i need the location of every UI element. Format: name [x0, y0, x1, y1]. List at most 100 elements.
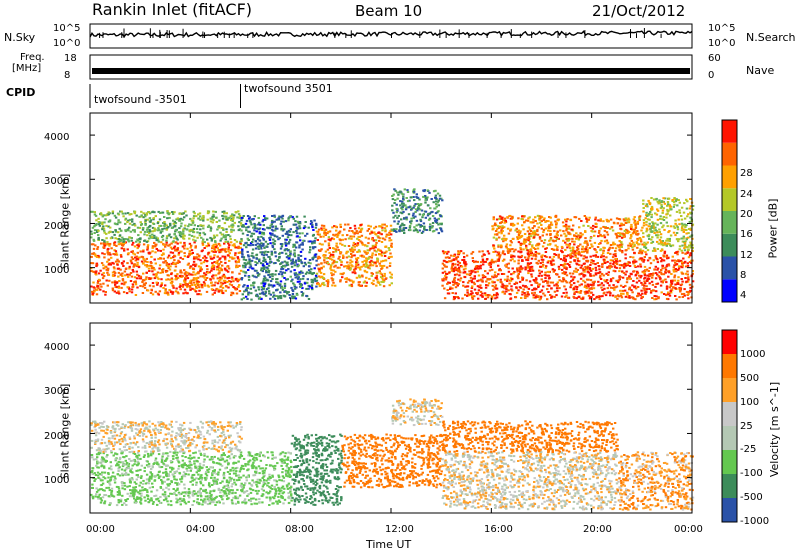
power-cell	[612, 221, 616, 224]
power-cell	[149, 292, 153, 294]
power-cell	[523, 238, 526, 241]
power-cell	[665, 255, 668, 258]
power-cell	[528, 216, 531, 219]
power-cell	[493, 224, 496, 227]
power-cell	[452, 283, 455, 286]
power-cell	[612, 269, 615, 272]
power-cell	[505, 286, 508, 289]
power-cell	[102, 246, 106, 249]
power-cell	[289, 270, 293, 273]
power-cell	[195, 228, 199, 230]
power-cell	[115, 291, 119, 294]
power-cell	[202, 224, 205, 227]
power-cell	[633, 259, 636, 262]
power-cell	[97, 234, 100, 237]
power-cell	[534, 220, 537, 222]
power-cell	[661, 267, 664, 270]
power-cell	[121, 262, 124, 265]
power-cell	[138, 256, 141, 259]
power-cell	[143, 286, 147, 289]
power-cell	[224, 268, 227, 271]
power-cell	[484, 270, 487, 273]
power-cell	[144, 219, 147, 222]
power-cell	[189, 288, 192, 291]
power-cell	[304, 257, 307, 260]
power-cell	[178, 234, 182, 237]
power-cell	[212, 210, 215, 213]
power-cell	[190, 244, 193, 247]
power-cell	[269, 297, 272, 300]
power-cell	[230, 284, 234, 287]
power-cell	[147, 237, 151, 240]
power-cell	[510, 222, 513, 225]
power-cell	[470, 287, 474, 289]
power-cell	[452, 267, 455, 270]
power-cell	[371, 244, 375, 247]
power-cell	[355, 257, 358, 260]
power-cell	[291, 295, 294, 298]
power-cell	[660, 291, 663, 294]
power-cell	[378, 253, 381, 255]
power-cell	[590, 245, 594, 248]
power-cell	[114, 281, 117, 284]
power-cell	[294, 273, 297, 276]
power-cell	[92, 292, 95, 294]
power-cell	[517, 277, 520, 280]
power-cell	[630, 226, 633, 228]
power-cell	[222, 292, 225, 295]
power-cell	[582, 273, 585, 276]
power-cell	[573, 293, 576, 295]
power-cell	[443, 277, 446, 280]
power-cell	[620, 228, 623, 231]
power-cell	[554, 220, 557, 223]
power-cell	[575, 270, 578, 273]
power-cell	[205, 265, 209, 267]
power-cell	[437, 204, 440, 207]
power-cell	[431, 210, 434, 213]
power-cell	[646, 241, 649, 244]
power-cell	[516, 230, 519, 233]
power-cell	[120, 255, 123, 258]
power-cell	[312, 246, 315, 249]
power-cell	[449, 260, 453, 263]
power-cell	[249, 287, 252, 290]
power-cell	[569, 253, 572, 256]
power-cell	[174, 229, 177, 232]
power-cell	[528, 228, 532, 231]
power-cell	[199, 218, 202, 221]
power-cell	[102, 290, 105, 293]
power-cell	[218, 266, 221, 269]
power-cell	[521, 276, 524, 279]
power-cell	[148, 228, 151, 231]
power-cell	[329, 253, 333, 256]
power-cell	[505, 280, 509, 282]
power-cell	[507, 289, 510, 292]
power-cell	[101, 239, 104, 241]
power-cell	[517, 273, 520, 275]
power-cell	[560, 295, 564, 298]
power-cell	[347, 264, 350, 267]
power-cell	[311, 288, 314, 291]
power-cell	[643, 272, 646, 275]
power-cell	[245, 226, 248, 229]
power-cell	[269, 261, 272, 263]
power-cell	[589, 255, 592, 258]
power-cell	[237, 258, 241, 261]
power-cell	[545, 233, 549, 236]
power-cell	[574, 285, 577, 288]
power-cell	[565, 281, 568, 284]
power-cell	[630, 228, 633, 230]
power-cell	[167, 234, 171, 237]
power-cell	[583, 290, 587, 293]
power-cell	[661, 264, 664, 267]
power-cell	[174, 265, 178, 268]
power-cell	[253, 229, 256, 232]
power-cell	[474, 267, 477, 270]
power-cell	[505, 290, 508, 293]
power-cell	[390, 282, 393, 285]
power-cell	[365, 281, 368, 284]
power-cell	[221, 217, 225, 220]
power-cell	[581, 272, 584, 275]
power-cell	[534, 255, 538, 258]
power-cell	[171, 291, 175, 294]
